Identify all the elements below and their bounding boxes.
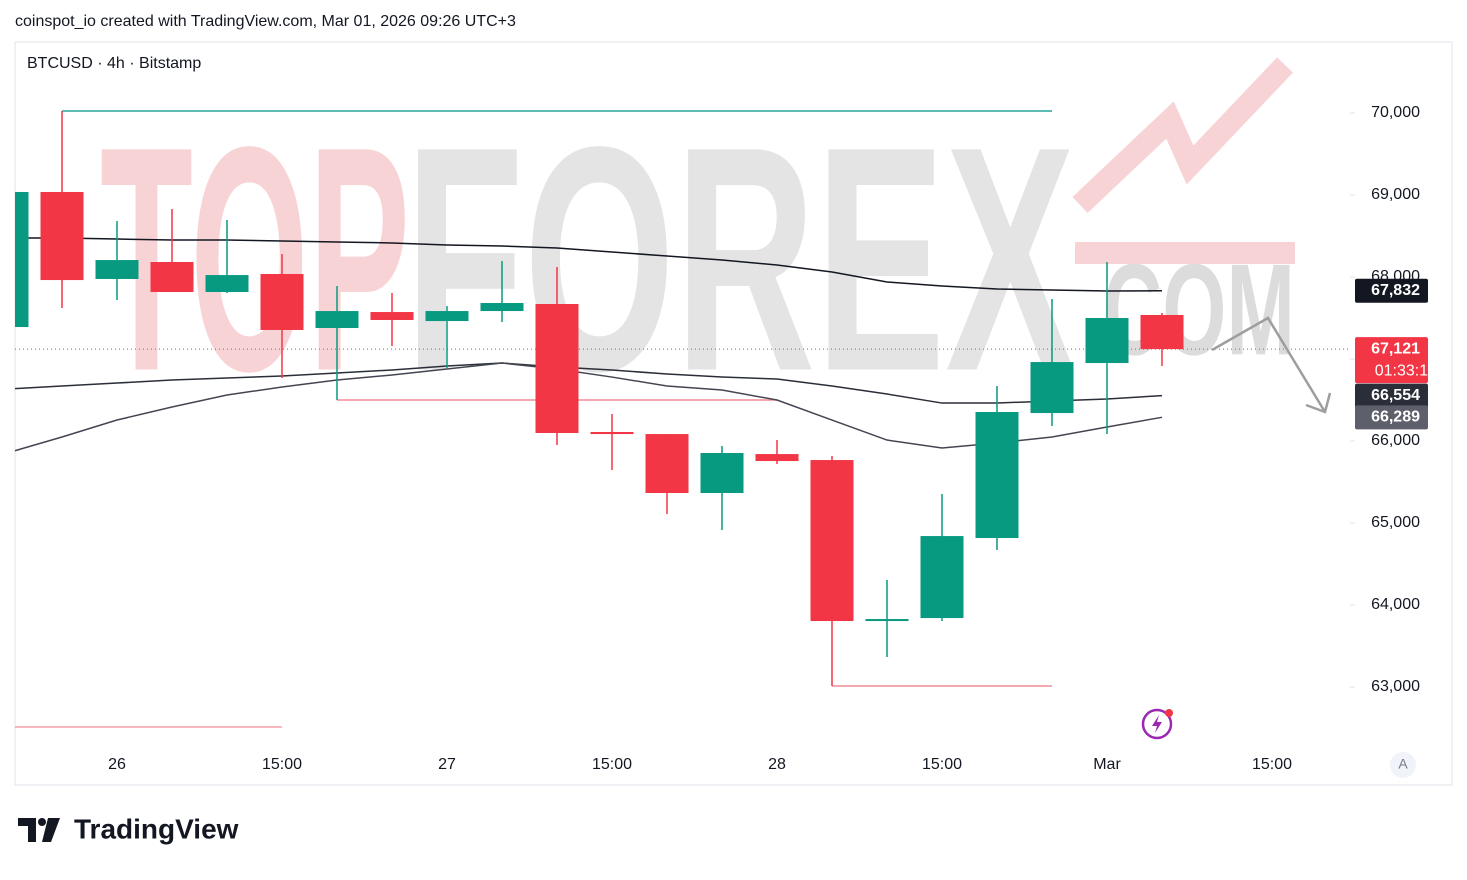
candle-body [645,434,689,494]
plot [15,110,1350,728]
candle-body [1140,314,1184,350]
legend-title: BTCUSD · 4h · Bitstamp [27,55,201,72]
watermark-arrow [1072,57,1293,213]
candle-body [15,191,29,328]
x-tick-label: Mar [1093,756,1121,773]
candle-body [260,273,304,330]
y-tick-label: 69,000 [1371,186,1420,203]
price-label-bg [1355,405,1428,430]
price-label: 67,121 [1371,340,1420,357]
candle-body [755,454,799,462]
header: coinspot_io created with TradingView.com… [15,13,516,30]
forecast-arrow [1211,316,1327,413]
price-label-bg [1355,278,1428,303]
candle-body [535,303,579,433]
price-label-bg [1355,337,1428,384]
footer-brand: TradingView [74,813,239,844]
ma-line [15,362,1163,404]
candle-body [425,311,469,322]
candle-body [1030,362,1074,414]
x-tick-label: 15:00 [262,756,302,773]
tradingview-logo [18,818,60,842]
candle-body [370,312,414,320]
y-tick-label: 64,000 [1371,596,1420,613]
price-label: 66,289 [1371,409,1420,426]
candle-body [810,460,854,622]
x-tick-label: 26 [108,756,126,773]
candle-body [95,260,139,279]
candle-body [150,262,194,293]
x-tick-label: 27 [438,756,456,773]
y-tick-label: 63,000 [1371,678,1420,695]
candle-body [975,411,1019,539]
ma-line [15,237,1163,292]
x-tick-label: 15:00 [592,756,632,773]
price-label: 66,554 [1371,387,1420,404]
candle-body [480,303,524,312]
candle-body [920,536,964,619]
scale-button[interactable]: A [1398,756,1408,772]
ma-line [15,362,1163,452]
scale-button-bg[interactable] [1390,752,1416,778]
y-tick-label: 70,000 [1371,104,1420,121]
x-tick-label: 15:00 [922,756,962,773]
candle-body [865,619,909,622]
countdown: 01:33:15 [1375,362,1437,379]
y-tick-label: 65,000 [1371,514,1420,531]
watermark-text: FOREX [405,80,1076,438]
candle-body [700,452,744,494]
price-label: 67,832 [1371,282,1420,299]
watermark-text: TOP [100,80,410,438]
price-label-bg [1355,383,1428,408]
assistant-icon[interactable] [1141,708,1173,740]
x-tick-label: 15:00 [1252,756,1292,773]
x-tick-label: 28 [768,756,786,773]
forecast-arrow-head [1305,392,1332,414]
y-tick-label: 66,000 [1371,432,1420,449]
candle-body [205,275,249,293]
chart-frame [14,41,1453,786]
candle-body [40,191,84,281]
candle-body [590,431,634,435]
candle-body [315,311,359,329]
candle-body [1085,318,1129,364]
watermark-bar [1075,242,1295,264]
